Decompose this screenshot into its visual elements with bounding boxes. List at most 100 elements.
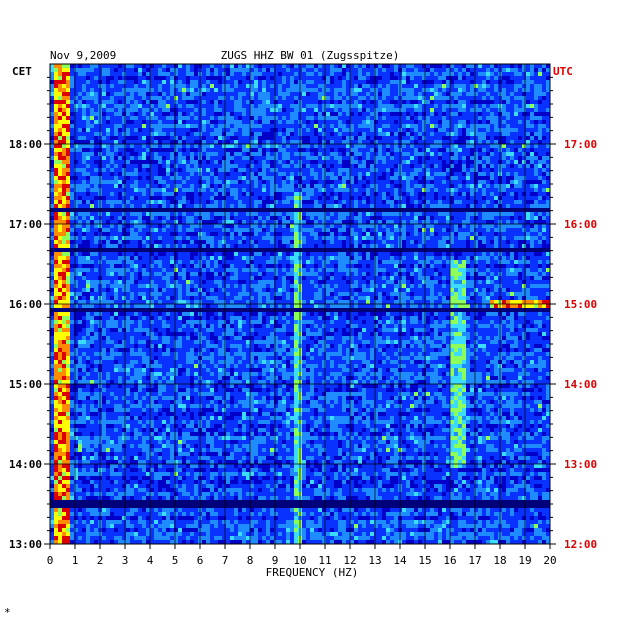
heatmap-cell xyxy=(374,156,379,161)
heatmap-cell xyxy=(362,112,367,117)
heatmap-cell xyxy=(458,84,463,89)
heatmap-cell xyxy=(278,80,283,85)
heatmap-cell xyxy=(262,72,267,77)
heatmap-cell xyxy=(162,92,167,97)
heatmap-cell xyxy=(370,208,375,213)
heatmap-cell xyxy=(158,152,163,157)
heatmap-cell xyxy=(410,88,415,93)
heatmap-cell xyxy=(118,160,123,165)
heatmap-cell xyxy=(522,208,527,213)
heatmap-cell xyxy=(406,212,411,217)
heatmap-cell xyxy=(302,132,307,137)
heatmap-cell xyxy=(102,156,107,161)
heatmap-cell xyxy=(138,192,143,197)
heatmap-cell xyxy=(518,172,523,177)
heatmap-cell xyxy=(202,200,207,205)
heatmap-cell xyxy=(510,148,515,153)
heatmap-cell xyxy=(206,184,211,189)
heatmap-cell xyxy=(290,76,295,81)
heatmap-cell xyxy=(74,220,79,225)
heatmap-cell xyxy=(102,88,107,93)
heatmap-cell xyxy=(494,140,499,145)
heatmap-cell xyxy=(114,64,119,69)
heatmap-cell xyxy=(458,164,463,169)
heatmap-cell xyxy=(134,76,139,81)
heatmap-cell xyxy=(194,80,199,85)
heatmap-cell xyxy=(146,76,151,81)
heatmap-cell xyxy=(50,192,55,197)
heatmap-cell xyxy=(542,84,547,89)
heatmap-cell xyxy=(186,172,191,177)
heatmap-cell xyxy=(154,132,159,137)
heatmap-cell xyxy=(302,188,307,193)
heatmap-cell xyxy=(58,108,63,113)
heatmap-cell xyxy=(346,172,351,177)
heatmap-cell xyxy=(486,92,491,97)
heatmap-cell xyxy=(442,132,447,137)
heatmap-cell xyxy=(130,160,135,165)
heatmap-cell xyxy=(162,72,167,77)
heatmap-cell xyxy=(314,120,319,125)
heatmap-cell xyxy=(214,196,219,201)
heatmap-cell xyxy=(502,216,507,221)
heatmap-cell xyxy=(166,128,171,133)
heatmap-cell xyxy=(102,152,107,157)
heatmap-cell xyxy=(210,84,215,89)
heatmap-cell xyxy=(390,88,395,93)
heatmap-cell xyxy=(438,168,443,173)
heatmap-cell xyxy=(446,152,451,157)
heatmap-cell xyxy=(282,172,287,177)
heatmap-cell xyxy=(182,120,187,125)
heatmap-cell xyxy=(190,112,195,117)
heatmap-cell xyxy=(426,212,431,217)
heatmap-cell xyxy=(378,96,383,101)
heatmap-cell xyxy=(418,180,423,185)
heatmap-cell xyxy=(178,204,183,209)
heatmap-cell xyxy=(522,132,527,137)
heatmap-cell xyxy=(106,160,111,165)
heatmap-cell xyxy=(402,208,407,213)
heatmap-cell xyxy=(286,156,291,161)
heatmap-cell xyxy=(486,76,491,81)
heatmap-cell xyxy=(58,140,63,145)
heatmap-cell xyxy=(322,160,327,165)
heatmap-cell xyxy=(306,196,311,201)
heatmap-cell xyxy=(430,220,435,225)
heatmap-cell xyxy=(54,172,59,177)
heatmap-cell xyxy=(286,132,291,137)
heatmap-cell xyxy=(534,64,539,69)
heatmap-cell xyxy=(474,164,479,169)
heatmap-cell xyxy=(262,80,267,85)
heatmap-cell xyxy=(346,136,351,141)
heatmap-cell xyxy=(338,92,343,97)
heatmap-cell xyxy=(174,92,179,97)
heatmap-cell xyxy=(238,152,243,157)
heatmap-cell xyxy=(542,156,547,161)
heatmap-cell xyxy=(226,132,231,137)
heatmap-cell xyxy=(370,204,375,209)
heatmap-cell xyxy=(518,72,523,77)
heatmap-cell xyxy=(466,208,471,213)
heatmap-cell xyxy=(54,84,59,89)
heatmap-cell xyxy=(526,196,531,201)
heatmap-cell xyxy=(410,96,415,101)
heatmap-cell xyxy=(74,172,79,177)
heatmap-cell xyxy=(118,96,123,101)
heatmap-cell xyxy=(438,160,443,165)
heatmap-cell xyxy=(162,216,167,221)
heatmap-cell xyxy=(518,188,523,193)
heatmap-cell xyxy=(50,88,55,93)
heatmap-cell xyxy=(106,88,111,93)
heatmap-cell xyxy=(214,132,219,137)
heatmap-cell xyxy=(386,84,391,89)
heatmap-cell xyxy=(230,192,235,197)
heatmap-cell xyxy=(106,172,111,177)
heatmap-cell xyxy=(446,128,451,133)
heatmap-cell xyxy=(94,200,99,205)
heatmap-cell xyxy=(178,160,183,165)
heatmap-cell xyxy=(486,216,491,221)
heatmap-cell xyxy=(130,168,135,173)
heatmap-cell xyxy=(210,212,215,217)
heatmap-cell xyxy=(214,180,219,185)
heatmap-cell xyxy=(294,160,299,165)
